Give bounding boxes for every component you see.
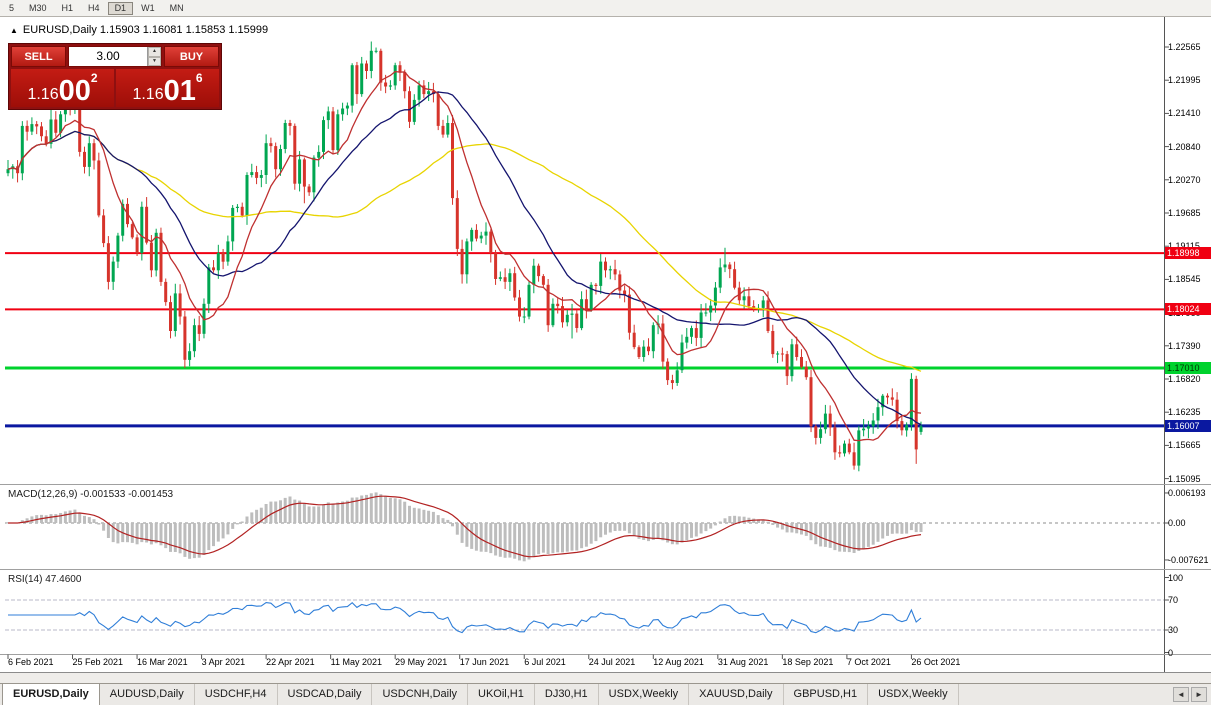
timeframe-button-m30[interactable]: M30 — [22, 2, 54, 15]
date-axis-label: 17 Jun 2021 — [459, 657, 510, 667]
price-level-badge[interactable]: 1.17010 — [1165, 361, 1211, 374]
trade-panel-controls: SELL 3.00 ▲ ▼ BUY — [11, 46, 219, 67]
volume-spinner: ▲ ▼ — [147, 47, 161, 66]
date-axis-label: 7 Oct 2021 — [846, 657, 891, 667]
tab-scroll-buttons: ◄ ► — [1173, 684, 1211, 705]
price-axis-tick: 1.22565 — [1168, 42, 1201, 52]
chart-tab-6[interactable]: DJ30,H1 — [535, 684, 599, 705]
chart-collapse-icon[interactable]: ▲ — [10, 25, 18, 35]
chart-title: ▲ EURUSD,Daily 1.15903 1.16081 1.15853 1… — [10, 24, 268, 36]
macd-axis-tick: 0.00 — [1168, 518, 1186, 528]
tab-scroll-left-button[interactable]: ◄ — [1173, 687, 1189, 702]
date-axis-label: 3 Apr 2021 — [201, 657, 246, 667]
price-axis-tick: 1.21995 — [1168, 75, 1201, 86]
sell-price-pips: 00 — [58, 75, 91, 108]
volume-down-button[interactable]: ▼ — [148, 56, 161, 66]
price-axis-tick: 1.21410 — [1168, 108, 1201, 119]
rsi-indicator-label: RSI(14) 47.4600 — [8, 574, 82, 585]
ma-lines-layer — [7, 70, 922, 442]
timeframe-button-mn[interactable]: MN — [163, 2, 191, 15]
chart-tab-5[interactable]: UKOil,H1 — [468, 684, 535, 705]
sell-price[interactable]: 1.16 00 2 — [11, 69, 114, 107]
date-axis-label: 11 May 2021 — [330, 657, 383, 667]
macd-axis-tick: -0.007621 — [1168, 554, 1209, 565]
date-axis-label: 26 Oct 2021 — [911, 657, 961, 667]
price-axis-tick: 1.19685 — [1168, 208, 1201, 218]
level-lines-layer[interactable] — [5, 252, 1164, 428]
date-axis-label: 12 Aug 2021 — [653, 657, 704, 667]
date-axis-label: 22 Apr 2021 — [266, 657, 315, 667]
chart-ohlc-label: EURUSD,Daily 1.15903 1.16081 1.15853 1.1… — [22, 24, 269, 36]
price-axis-tick: 1.17390 — [1168, 340, 1201, 351]
volume-field[interactable]: 3.00 ▲ ▼ — [68, 46, 162, 67]
price-axis-tick: 1.18545 — [1168, 274, 1201, 285]
volume-value[interactable]: 3.00 — [96, 49, 120, 63]
date-axis-label: 29 May 2021 — [395, 657, 448, 667]
date-axis-label: 18 Sep 2021 — [782, 657, 834, 667]
rsi-axis-tick: 0 — [1168, 647, 1174, 658]
volume-up-button[interactable]: ▲ — [148, 47, 161, 57]
timeframe-toolbar: 5 M30 H1 H4 D1 W1 MN — [0, 0, 1211, 17]
price-axis-tick: 1.16820 — [1168, 374, 1201, 384]
sell-button[interactable]: SELL — [11, 46, 66, 67]
chart-tab-7[interactable]: USDX,Weekly — [599, 684, 690, 705]
timeframe-button-h4[interactable]: H4 — [81, 2, 107, 15]
chart-tab-8[interactable]: XAUUSD,Daily — [689, 684, 784, 705]
buy-button[interactable]: BUY — [164, 46, 219, 67]
rsi-axis-tick: 70 — [1168, 595, 1179, 605]
one-click-trade-panel: SELL 3.00 ▲ ▼ BUY 1.16 00 2 1.16 01 6 — [8, 43, 222, 110]
tab-scroll-right-button[interactable]: ► — [1191, 687, 1207, 702]
price-axis-tick: 1.20270 — [1168, 174, 1201, 185]
price-axis-tick: 1.19115 — [1168, 241, 1200, 251]
chart-tab-0[interactable]: EURUSD,Daily — [2, 683, 100, 705]
date-axis-label: 24 Jul 2021 — [588, 657, 636, 667]
rsi-layer — [5, 599, 1164, 634]
chart-tab-1[interactable]: AUDUSD,Daily — [100, 684, 195, 705]
chart-tab-9[interactable]: GBPUSD,H1 — [784, 684, 869, 705]
price-level-badge[interactable]: 1.16007 — [1165, 419, 1211, 432]
trade-panel-quotes: 1.16 00 2 1.16 01 6 — [11, 69, 219, 107]
date-axis-label: 25 Feb 2021 — [72, 657, 124, 667]
price-axis-tick: 1.16235 — [1168, 407, 1201, 418]
price-level-badge[interactable]: 1.18998 — [1165, 247, 1211, 260]
buy-price-big: 1.16 — [132, 85, 164, 103]
rsi-axis-tick: 100 — [1168, 572, 1184, 583]
macd-layer — [5, 492, 1164, 562]
macd-axis-tick: 0.006193 — [1168, 487, 1206, 498]
sell-price-big: 1.16 — [27, 85, 59, 103]
chart-background — [0, 17, 1211, 673]
timeframe-button-h1[interactable]: H1 — [55, 2, 81, 15]
chart-tab-bar: EURUSD,Daily AUDUSD,Daily USDCHF,H4 USDCAD,… — [0, 683, 1211, 705]
rsi-axis-tick: 30 — [1168, 625, 1179, 635]
date-axis-label: 6 Feb 2021 — [8, 657, 54, 667]
timeframe-button-w1[interactable]: W1 — [134, 2, 162, 15]
date-axis-label: 16 Mar 2021 — [137, 657, 188, 667]
price-level-badge[interactable]: 1.18024 — [1165, 303, 1211, 316]
buy-price[interactable]: 1.16 01 6 — [116, 69, 219, 107]
chart-tab-3[interactable]: USDCAD,Daily — [278, 684, 373, 705]
date-axis-label: 31 Aug 2021 — [717, 657, 769, 667]
chart-tab-10[interactable]: USDX,Weekly — [868, 684, 959, 705]
macd-indicator-label: MACD(12,26,9) -0.001533 -0.001453 — [8, 489, 174, 500]
grid-layer — [0, 17, 1211, 673]
timeframe-button-d1[interactable]: D1 — [107, 1, 134, 15]
buy-price-pips: 01 — [163, 75, 196, 108]
timeframe-button-5[interactable]: 5 — [2, 2, 21, 15]
price-axis-tick: 1.15665 — [1168, 440, 1201, 451]
price-axis-tick: 1.15095 — [1168, 473, 1201, 484]
chart-tab-4[interactable]: USDCNH,Daily — [372, 684, 469, 705]
sell-price-point: 2 — [90, 71, 98, 85]
date-axis-label: 6 Jul 2021 — [524, 657, 566, 667]
chart-tab-2[interactable]: USDCHF,H4 — [195, 684, 278, 705]
buy-price-point: 6 — [195, 71, 203, 85]
price-axis-tick: 1.20840 — [1168, 141, 1201, 152]
